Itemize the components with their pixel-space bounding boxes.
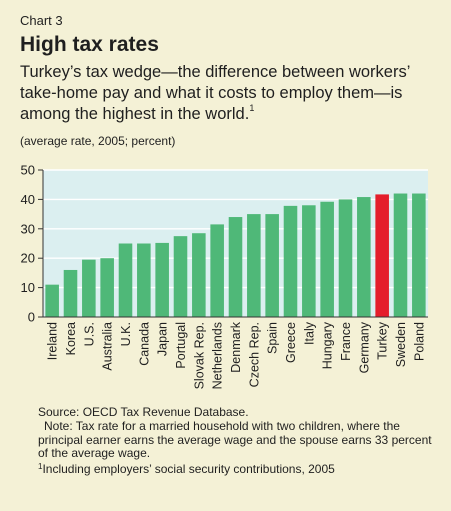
- x-tick-label: Ireland: [46, 322, 60, 360]
- note-text: Note: Tax rate for a married household w…: [38, 419, 438, 461]
- x-tick-label: Australia: [101, 322, 115, 371]
- x-tick-label: France: [339, 322, 353, 361]
- x-tick-label: Hungary: [321, 321, 335, 369]
- bar: [302, 205, 316, 317]
- bar: [265, 214, 279, 317]
- footnote-text: 1Including employers’ social security co…: [38, 463, 438, 476]
- bar: [82, 259, 96, 317]
- x-tick-label: U.K.: [119, 322, 133, 346]
- x-tick-label: Slovak Rep.: [192, 322, 206, 389]
- bar: [192, 233, 206, 317]
- x-tick-label: Japan: [156, 322, 170, 356]
- bar: [210, 224, 224, 317]
- bar: [247, 214, 261, 317]
- x-tick-label: Canada: [137, 322, 151, 366]
- x-tick-label: Turkey: [376, 321, 390, 359]
- x-tick-label: Czech Rep.: [247, 322, 261, 387]
- bar: [412, 193, 426, 317]
- y-tick-label: 10: [21, 280, 35, 295]
- bar: [357, 197, 371, 317]
- x-tick-label: Spain: [266, 322, 280, 354]
- x-tick-label: U.S.: [82, 322, 96, 346]
- bar: [155, 242, 169, 317]
- bar: [118, 243, 133, 317]
- highlight-bar: [375, 194, 389, 317]
- y-tick-label: 40: [21, 192, 35, 207]
- bar: [393, 193, 408, 317]
- chart-number: Chart 3: [20, 13, 63, 28]
- x-tick-label: Denmark: [229, 321, 243, 372]
- x-tick-label: Portugal: [174, 322, 188, 369]
- source-text: Source: OECD Tax Revenue Database.: [38, 405, 249, 419]
- units-label: (average rate, 2005; percent): [20, 134, 176, 148]
- y-tick-label: 50: [21, 163, 35, 178]
- footnote-body: Including employers’ social security con…: [42, 462, 335, 476]
- x-tick-label: Korea: [64, 322, 78, 355]
- bar: [338, 199, 353, 317]
- bar: [45, 284, 59, 317]
- chart-title: High tax rates: [20, 33, 159, 56]
- chart-subtitle: Turkey’s tax wedge—the difference betwee…: [20, 62, 440, 125]
- bar: [320, 201, 334, 317]
- y-tick-label: 0: [28, 310, 35, 325]
- note-body: Note: Tax rate for a married household w…: [38, 419, 432, 460]
- y-tick-label: 30: [21, 221, 35, 236]
- x-tick-label: Italy: [302, 321, 316, 345]
- y-tick-label: 20: [21, 251, 35, 266]
- footnote-mark: 1: [38, 462, 43, 471]
- bar: [228, 217, 243, 317]
- x-tick-label: Germany: [357, 321, 371, 373]
- subtitle-footnote-mark: 1: [249, 103, 255, 113]
- bar-chart: 0 10 20 30 40 50 Ireland Korea U.S. Australia U.K.…: [21, 163, 428, 389]
- subtitle-text: Turkey’s tax wedge—the difference betwee…: [20, 63, 410, 123]
- bar: [137, 243, 151, 317]
- x-tick-label: Poland: [412, 322, 426, 361]
- bar: [173, 236, 188, 317]
- x-tick-label: Sweden: [394, 322, 408, 367]
- bar: [100, 258, 114, 317]
- bar: [63, 269, 78, 317]
- x-tick-label: Netherlands: [211, 322, 225, 389]
- bar: [283, 205, 298, 317]
- x-tick-label: Greece: [284, 322, 298, 363]
